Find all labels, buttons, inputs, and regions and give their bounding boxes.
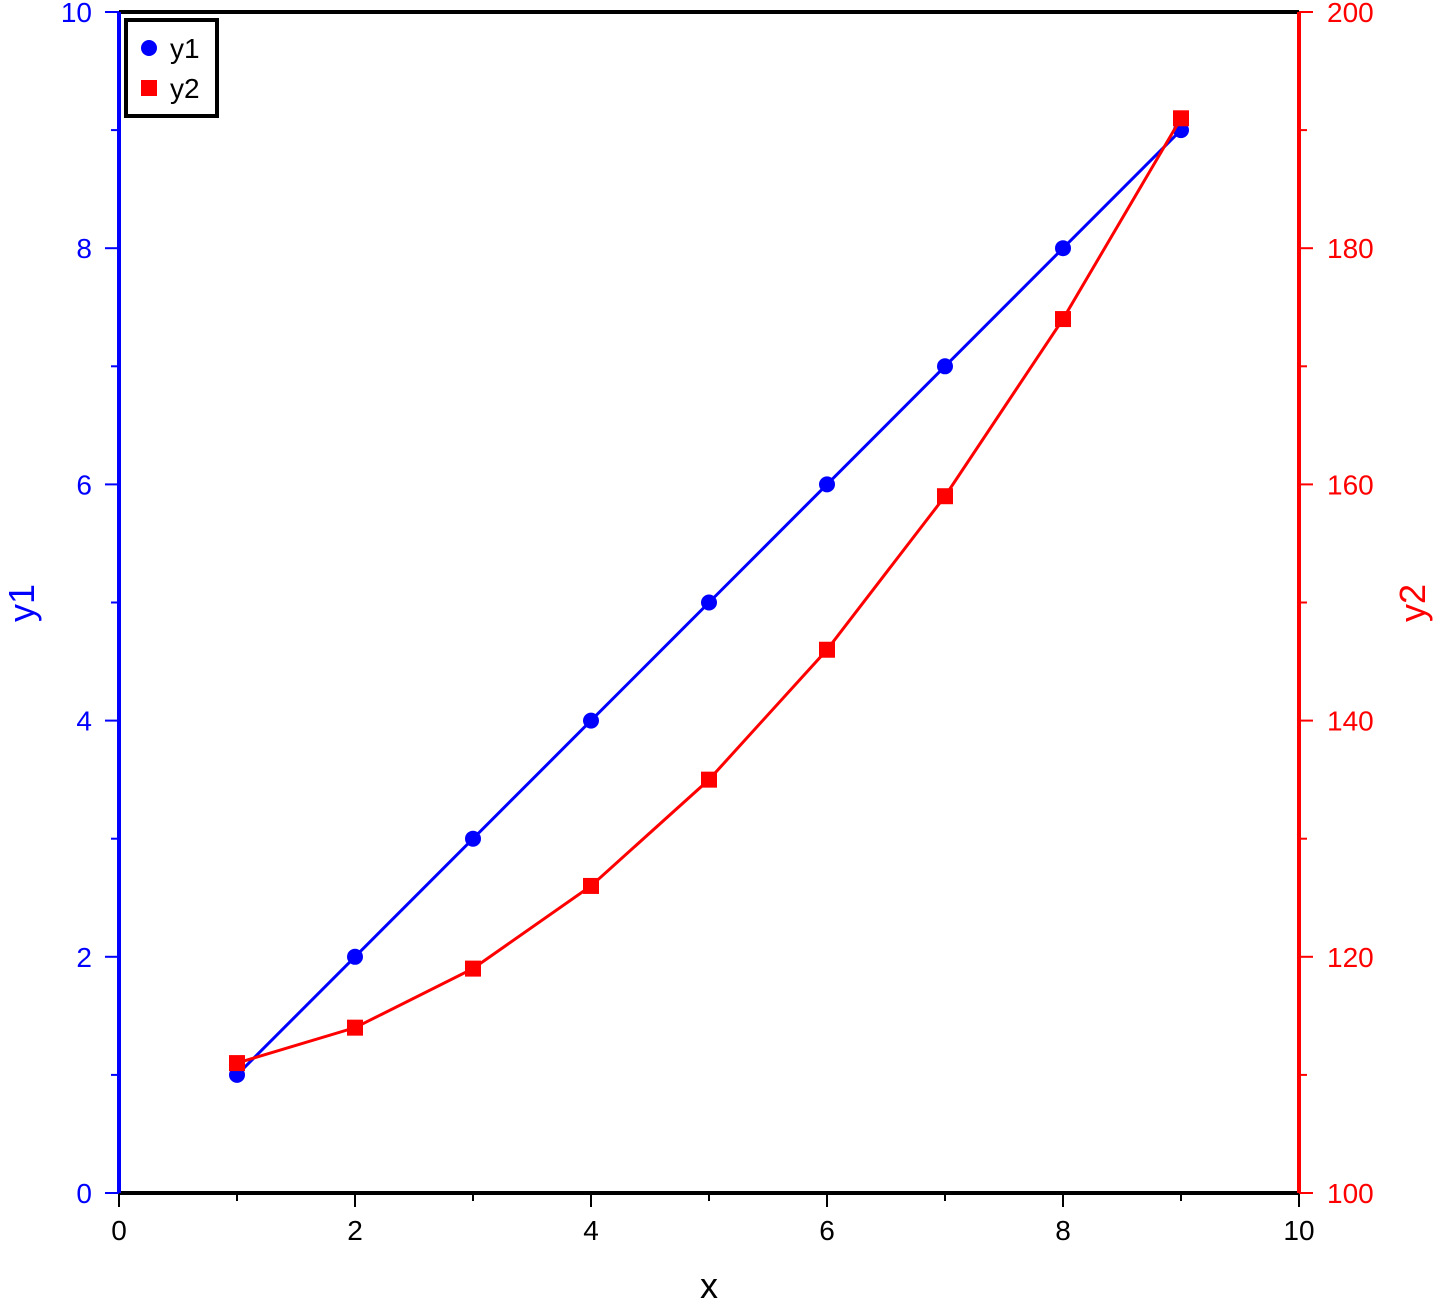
x-tick-label: 0 — [111, 1215, 127, 1246]
y1-axis-label: y1 — [1, 584, 42, 622]
y2-tick-label: 100 — [1327, 1178, 1374, 1209]
y1-tick-label: 8 — [76, 233, 92, 264]
data-point-y2 — [701, 771, 717, 788]
legend-marker-y1 — [141, 40, 157, 56]
x-tick-label: 4 — [583, 1215, 599, 1246]
data-point-y1 — [701, 594, 717, 611]
data-point-y1 — [819, 476, 835, 493]
y2-tick-label: 140 — [1327, 706, 1374, 737]
x-tick-label: 2 — [347, 1215, 363, 1246]
x-tick-label: 10 — [1283, 1215, 1314, 1246]
data-point-y2 — [229, 1055, 245, 1072]
y2-axis-label: y2 — [1392, 584, 1433, 622]
data-point-y2 — [1173, 110, 1189, 127]
series-line-y2 — [236, 117, 1183, 1065]
y1-tick-label: 10 — [61, 0, 92, 28]
data-point-y2 — [937, 488, 953, 505]
y2-tick-label: 180 — [1327, 233, 1374, 264]
chart-marks — [229, 110, 1189, 1083]
data-point-y1 — [1055, 240, 1071, 257]
data-point-y2 — [347, 1019, 363, 1036]
x-tick-label: 6 — [819, 1215, 835, 1246]
data-point-y2 — [465, 960, 481, 977]
legend-marker-y2 — [141, 80, 157, 96]
y2-tick-label: 120 — [1327, 942, 1374, 973]
x-tick-label: 8 — [1055, 1215, 1071, 1246]
data-point-y2 — [1055, 311, 1071, 328]
legend-label-y2: y2 — [170, 73, 200, 104]
x-axis-label: x — [700, 1265, 718, 1300]
data-point-y2 — [819, 641, 835, 658]
data-point-y1 — [583, 712, 599, 729]
data-point-y1 — [347, 948, 363, 965]
data-point-y1 — [465, 830, 481, 847]
legend-box — [124, 18, 219, 118]
y1-tick-label: 2 — [76, 942, 92, 973]
y2-tick-label: 200 — [1327, 0, 1374, 28]
y1-tick-label: 4 — [76, 706, 92, 737]
y1-tick-label: 6 — [76, 469, 92, 500]
y1-tick-label: 0 — [76, 1178, 92, 1209]
data-point-y1 — [937, 358, 953, 375]
y2-tick-label: 160 — [1327, 469, 1374, 500]
legend-label-y1: y1 — [170, 33, 200, 64]
data-point-y2 — [583, 877, 599, 894]
